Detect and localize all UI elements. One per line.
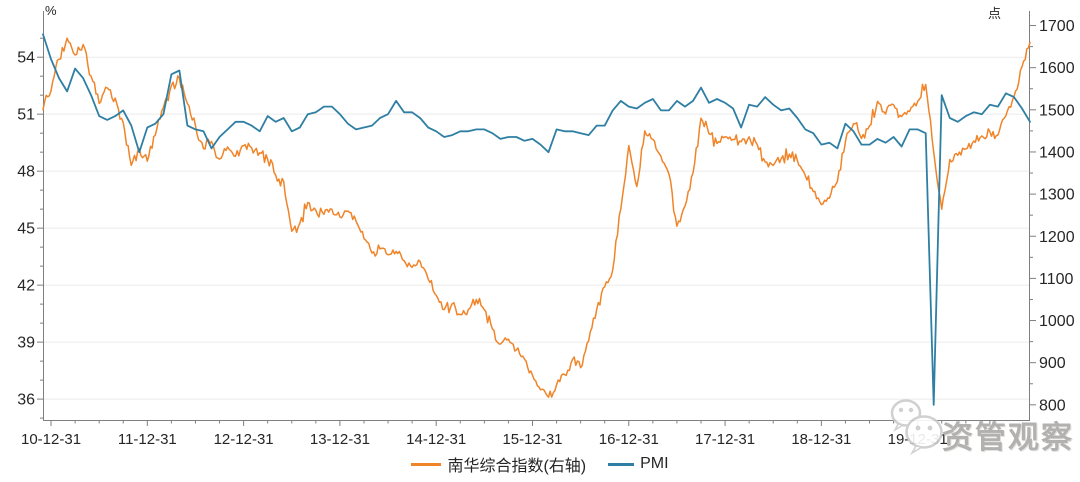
y-axis-label-left: 51	[17, 107, 35, 124]
y-axis-label-right: 1000	[1039, 313, 1075, 330]
x-axis-label: 11-12-31	[118, 431, 177, 448]
y-axis-label-left: 48	[17, 164, 35, 181]
y-axis-label-right: 1100	[1039, 271, 1074, 288]
pmi-series-line	[42, 33, 1031, 406]
x-axis-label: 12-12-31	[214, 431, 274, 448]
y-axis-label-left: 42	[17, 278, 35, 295]
y-axis-label-right: 800	[1039, 397, 1066, 414]
y-axis-label-left: 45	[17, 221, 35, 238]
y-axis-label-left: 36	[17, 392, 35, 409]
legend-item-pmi: PMI	[608, 455, 669, 473]
y-axis-label-right: 1400	[1039, 144, 1075, 161]
pmi-line-swatch	[608, 462, 635, 466]
x-axis-label: 18-12-31	[791, 431, 851, 448]
x-axis-label: 13-12-31	[310, 431, 370, 448]
x-axis-label: 17-12-31	[695, 431, 755, 448]
x-axis-label: 16-12-31	[599, 431, 659, 448]
wechat-logo-icon	[890, 399, 943, 456]
x-axis-label: 15-12-31	[502, 431, 562, 448]
right-axis-unit-label: 点	[988, 6, 1002, 21]
nanhua-line-swatch	[411, 462, 442, 466]
y-axis-label-right: 900	[1039, 355, 1066, 372]
left-axis-unit-label: %	[45, 3, 57, 18]
y-axis-label-left: 54	[17, 50, 35, 67]
legend-item-nanhua: 南华综合指数(右轴)	[411, 452, 586, 476]
x-axis-label: 14-12-31	[406, 431, 466, 448]
y-axis-label-right: 1300	[1039, 187, 1075, 204]
y-axis-label-left: 39	[17, 335, 35, 352]
y-axis-label-right: 1200	[1039, 229, 1075, 246]
x-axis-label: 10-12-31	[21, 431, 81, 448]
legend-label-nanhua: 南华综合指数(右轴)	[447, 458, 587, 475]
nanhua-series-line	[42, 37, 1031, 398]
legend: 南华综合指数(右轴) PMI	[0, 452, 1080, 476]
y-axis-label-right: 1700	[1039, 18, 1075, 35]
watermark-text: 资管观察	[942, 420, 1074, 455]
legend-label-pmi: PMI	[640, 455, 669, 472]
y-axis-label-right: 1500	[1039, 102, 1075, 119]
y-axis-label-right: 1600	[1039, 60, 1075, 77]
